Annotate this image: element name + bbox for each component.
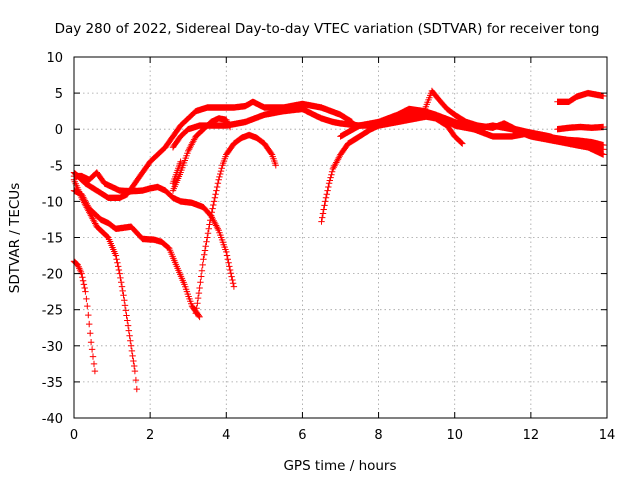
series-markers — [192, 131, 279, 317]
y-tick-label: -25 — [42, 304, 63, 319]
y-tick-label: -10 — [42, 195, 63, 210]
y-tick-label: -35 — [42, 376, 63, 391]
x-tick-label: 0 — [70, 428, 78, 443]
x-tick-label: 8 — [374, 428, 382, 443]
grid-lines — [74, 57, 607, 418]
x-tick-label: 6 — [298, 428, 306, 443]
series-arc-8 — [192, 131, 279, 317]
series-markers — [337, 105, 607, 153]
series-arc-7 — [169, 158, 184, 187]
x-tick-label: 12 — [523, 428, 540, 443]
series-markers — [169, 158, 184, 187]
y-tick-label: -20 — [42, 268, 63, 283]
y-tick-label: -15 — [42, 232, 63, 247]
series-arc-13 — [554, 89, 607, 105]
axis-ticks: 0 2 4 6 8 10 12 14 -40 -35 -30 -25 -20 -15 -10 -5 0 5 10 — [42, 51, 616, 443]
y-tick-label: -30 — [42, 340, 63, 355]
series-arc-12 — [337, 105, 607, 153]
x-axis-label: GPS time / hours — [283, 458, 396, 474]
x-tick-label: 10 — [446, 428, 463, 443]
series-markers — [554, 89, 607, 105]
y-tick-label: 0 — [55, 123, 63, 138]
y-tick-label: 10 — [46, 51, 63, 66]
y-axis-label: SDTVAR / TECUs — [7, 183, 23, 293]
series-arc-14 — [554, 123, 607, 133]
x-tick-label: 14 — [599, 428, 616, 443]
y-tick-label: 5 — [55, 87, 63, 102]
y-tick-label: -5 — [50, 159, 63, 174]
x-tick-label: 4 — [222, 428, 230, 443]
chart-title: Day 280 of 2022, Sidereal Day-to-day VTE… — [55, 21, 600, 37]
series-markers — [554, 123, 607, 133]
y-tick-label: -40 — [42, 412, 63, 427]
x-tick-label: 2 — [146, 428, 154, 443]
